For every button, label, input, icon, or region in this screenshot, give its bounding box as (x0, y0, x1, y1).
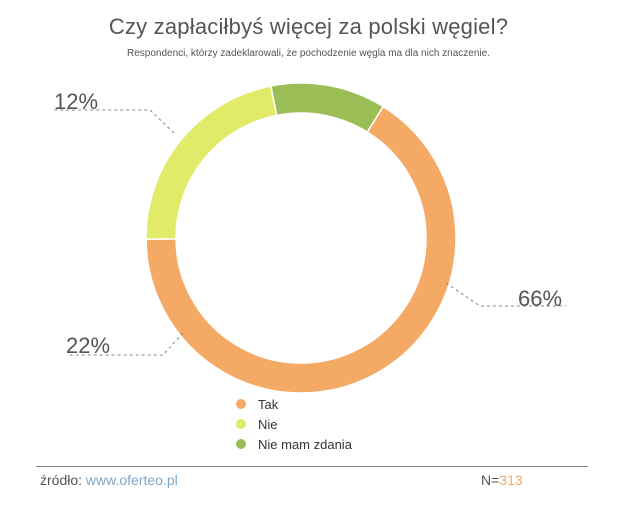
legend-label-tak: Tak (258, 396, 279, 412)
source-label: źródło: (40, 472, 83, 488)
source-link[interactable]: www.oferteo.pl (85, 472, 178, 488)
chart-title: Czy zapłaciłbyś więcej za polski węgiel? (108, 14, 509, 39)
sample-size-label: N= (481, 472, 500, 488)
slice-tak (145, 105, 457, 394)
legend-swatch-nie-mam-zdania (236, 439, 246, 449)
legend-item-tak: Tak (236, 394, 352, 414)
legend-swatch-nie (236, 419, 246, 429)
slice-label-nie-mam-zdania: 12% (54, 89, 99, 114)
legend: Tak Nie Nie mam zdania (236, 394, 352, 454)
footer-divider (36, 466, 588, 467)
leader-line-tak (445, 282, 566, 307)
slice-nie (145, 85, 278, 240)
legend-item-nie-mam-zdania: Nie mam zdania (236, 434, 352, 454)
slice-label-nie: 22% (66, 333, 111, 358)
slice-label-tak: 66% (518, 286, 563, 311)
sample-size: N=313 (481, 472, 523, 488)
chart-subtitle: Respondenci, którzy zadeklarowali, że po… (127, 48, 490, 59)
legend-label-nie: Nie (258, 416, 278, 432)
source-note: źródło: www.oferteo.pl (40, 472, 178, 488)
slice-nie-mam-zdania (270, 82, 385, 134)
legend-label-nie-mam-zdania: Nie mam zdania (258, 436, 352, 452)
legend-item-nie: Nie (236, 414, 352, 434)
leader-line-nie-mam-zdania (52, 109, 175, 134)
legend-swatch-tak (236, 399, 246, 409)
sample-size-value: 313 (499, 472, 523, 488)
